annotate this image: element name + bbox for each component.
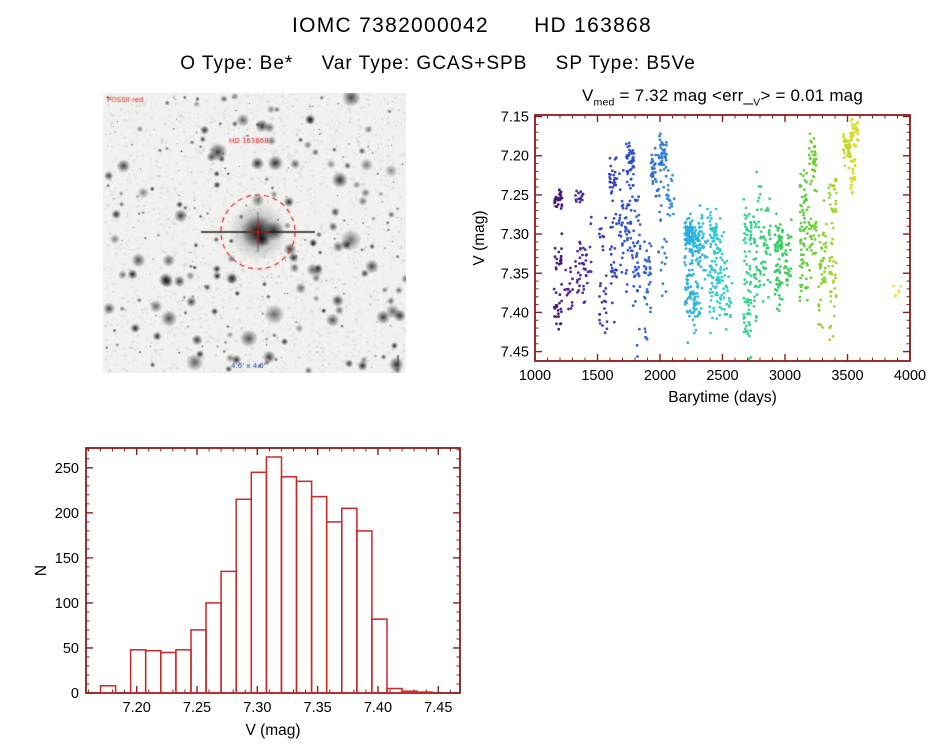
x-axis-label: Barytime (days) bbox=[668, 389, 777, 406]
x-tick-label: 7.30 bbox=[243, 700, 271, 716]
x-tick-label: 7.35 bbox=[304, 700, 332, 716]
x-tick-label: 2500 bbox=[706, 368, 738, 384]
x-tick-label: 7.40 bbox=[364, 700, 392, 716]
page-title-hd: HD 163868 bbox=[534, 14, 653, 37]
page-title: IOMC 7382000042 HD 163868 bbox=[0, 14, 944, 38]
histogram-plot: 7.20 7.25 7.30 7.35 7.40 7.45 0 50 100 150 200 250 V… bbox=[28, 436, 493, 752]
y-tick-label: 7.40 bbox=[501, 305, 529, 321]
histogram-svg: 7.20 7.25 7.30 7.35 7.40 7.45 0 50 100 150 200 250 V… bbox=[33, 447, 461, 739]
x-tick-label: 1500 bbox=[581, 368, 613, 384]
finder-chart-image bbox=[103, 93, 406, 373]
histogram-axes: 7.20 7.25 7.30 7.35 7.40 7.45 0 50 100 150 200 250 V… bbox=[33, 448, 460, 739]
y-axis-label: N bbox=[33, 565, 50, 576]
page-subtitle: O Type: Be* Var Type: GCAS+SPB SP Type: … bbox=[0, 53, 910, 75]
lightcurve-title-mid: = 7.32 mag <err_ bbox=[614, 86, 754, 105]
x-tick-label: 1000 bbox=[519, 368, 551, 384]
x-tick-label: 2000 bbox=[644, 368, 676, 384]
page-title-iomc: IOMC 7382000042 bbox=[291, 14, 489, 37]
y-tick-label: 150 bbox=[55, 551, 79, 567]
lightcurve-title-med-sub: med bbox=[593, 96, 615, 109]
subtitle-variability-type: Var Type: GCAS+SPB bbox=[321, 53, 528, 74]
y-tick-label: 7.20 bbox=[501, 149, 529, 165]
y-tick-label: 0 bbox=[71, 686, 79, 702]
y-tick-label: 7.35 bbox=[501, 266, 529, 282]
lightcurve-plot: 1000 1500 2000 2500 3000 3500 4000 7.15 7.20 7.25… bbox=[468, 85, 944, 420]
y-tick-label: 50 bbox=[63, 641, 79, 657]
y-tick-label: 7.15 bbox=[501, 110, 529, 126]
y-tick-label: 7.45 bbox=[501, 345, 529, 361]
lightcurve-axes: 1000 1500 2000 2500 3000 3500 4000 7.15 7.20 7.25… bbox=[471, 110, 926, 406]
x-tick-label: 7.25 bbox=[183, 700, 211, 716]
lightcurve-points bbox=[552, 117, 903, 360]
x-tick-label: 7.45 bbox=[424, 700, 452, 716]
x-tick-label: 4000 bbox=[894, 368, 926, 384]
histogram-bars bbox=[99, 456, 434, 694]
y-axis-label: V (mag) bbox=[471, 210, 488, 265]
lightcurve-title-end: > = 0.01 mag bbox=[760, 86, 863, 105]
y-tick-label: 250 bbox=[55, 461, 79, 477]
lightcurve-svg: 1000 1500 2000 2500 3000 3500 4000 7.15 7.20 7.25… bbox=[471, 110, 926, 406]
lightcurve-title: Vmed = 7.32 mag <err_V> = 0.01 mag bbox=[535, 86, 910, 108]
y-tick-label: 100 bbox=[55, 596, 79, 612]
x-tick-label: 3000 bbox=[769, 368, 801, 384]
x-tick-label: 7.20 bbox=[123, 700, 151, 716]
lightcurve-title-v: V bbox=[581, 86, 594, 105]
finder-chart-panel bbox=[103, 93, 406, 373]
y-tick-label: 7.30 bbox=[501, 227, 529, 243]
y-tick-label: 200 bbox=[55, 506, 79, 522]
x-axis-label: V (mag) bbox=[245, 722, 300, 739]
subtitle-object-type: O Type: Be* bbox=[180, 53, 294, 74]
y-tick-label: 7.25 bbox=[501, 188, 529, 204]
x-tick-label: 3500 bbox=[831, 368, 863, 384]
histogram-panel: 7.20 7.25 7.30 7.35 7.40 7.45 0 50 100 150 200 250 V… bbox=[28, 436, 493, 747]
lightcurve-title-errv-sub: V bbox=[753, 96, 761, 109]
lightcurve-panel: Vmed = 7.32 mag <err_V> = 0.01 mag 1000 1… bbox=[468, 85, 944, 425]
subtitle-spectral-type: SP Type: B5Ve bbox=[555, 53, 696, 74]
